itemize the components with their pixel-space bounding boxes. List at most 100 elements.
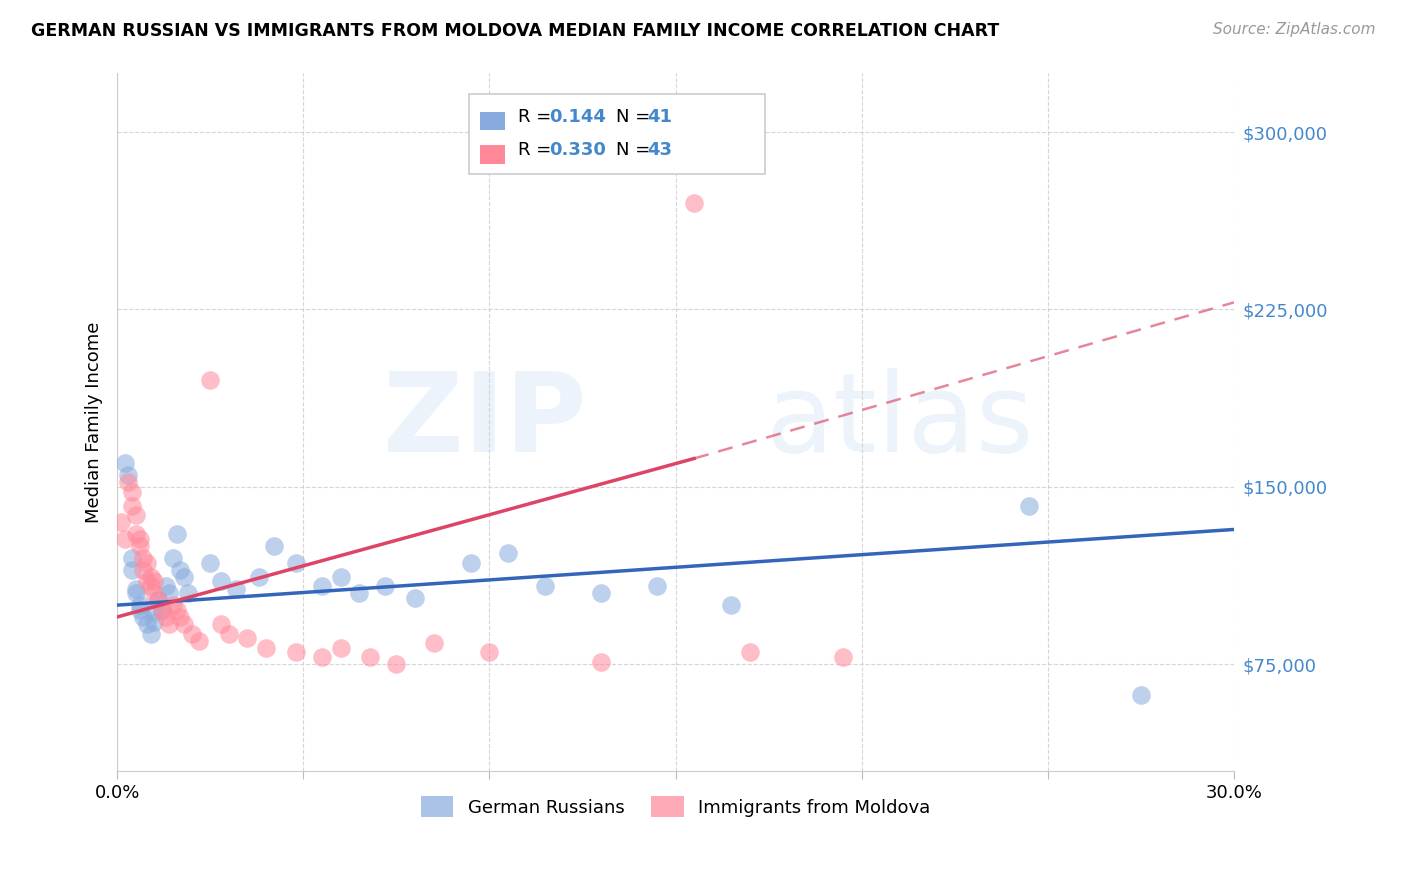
Point bbox=[359, 650, 381, 665]
Point bbox=[117, 468, 139, 483]
Point bbox=[128, 539, 150, 553]
Text: 41: 41 bbox=[648, 108, 672, 126]
Text: Source: ZipAtlas.com: Source: ZipAtlas.com bbox=[1212, 22, 1375, 37]
Point bbox=[146, 593, 169, 607]
Point bbox=[591, 655, 613, 669]
Point bbox=[150, 603, 173, 617]
Point bbox=[180, 626, 202, 640]
Point bbox=[209, 574, 232, 589]
FancyBboxPatch shape bbox=[470, 94, 765, 174]
Point bbox=[738, 645, 761, 659]
Point bbox=[114, 456, 136, 470]
Point bbox=[404, 591, 426, 605]
Point bbox=[169, 610, 191, 624]
Point bbox=[121, 550, 143, 565]
Point bbox=[114, 532, 136, 546]
Point bbox=[132, 563, 155, 577]
Point bbox=[143, 605, 166, 619]
Point bbox=[218, 626, 240, 640]
Point bbox=[720, 598, 742, 612]
Point bbox=[121, 563, 143, 577]
Point bbox=[225, 582, 247, 596]
Point bbox=[422, 636, 444, 650]
Point bbox=[263, 539, 285, 553]
Point bbox=[125, 582, 148, 596]
Point bbox=[128, 532, 150, 546]
Point bbox=[496, 546, 519, 560]
Point bbox=[374, 579, 396, 593]
Point bbox=[121, 484, 143, 499]
Point bbox=[236, 632, 259, 646]
Text: 43: 43 bbox=[648, 141, 672, 160]
Point bbox=[143, 586, 166, 600]
Point bbox=[146, 593, 169, 607]
Point bbox=[143, 574, 166, 589]
Point bbox=[155, 610, 177, 624]
Point bbox=[132, 550, 155, 565]
Point bbox=[460, 556, 482, 570]
Point bbox=[139, 626, 162, 640]
Point bbox=[284, 645, 307, 659]
Point bbox=[136, 617, 159, 632]
Text: R =: R = bbox=[517, 141, 557, 160]
Point bbox=[591, 586, 613, 600]
Point bbox=[478, 645, 501, 659]
Point bbox=[139, 579, 162, 593]
Point bbox=[329, 640, 352, 655]
Point bbox=[645, 579, 668, 593]
Legend: German Russians, Immigrants from Moldova: German Russians, Immigrants from Moldova bbox=[413, 789, 938, 824]
Point bbox=[166, 603, 188, 617]
Text: GERMAN RUSSIAN VS IMMIGRANTS FROM MOLDOVA MEDIAN FAMILY INCOME CORRELATION CHART: GERMAN RUSSIAN VS IMMIGRANTS FROM MOLDOV… bbox=[31, 22, 1000, 40]
Point bbox=[534, 579, 557, 593]
Point bbox=[128, 603, 150, 617]
Point bbox=[157, 586, 180, 600]
Point bbox=[166, 527, 188, 541]
Point bbox=[162, 598, 184, 612]
FancyBboxPatch shape bbox=[479, 112, 505, 130]
Point bbox=[247, 570, 270, 584]
Point bbox=[311, 650, 333, 665]
Y-axis label: Median Family Income: Median Family Income bbox=[86, 321, 103, 523]
Point bbox=[209, 617, 232, 632]
Point bbox=[329, 570, 352, 584]
Point bbox=[136, 574, 159, 589]
Point bbox=[125, 527, 148, 541]
Point bbox=[162, 550, 184, 565]
Point bbox=[173, 617, 195, 632]
Text: 0.144: 0.144 bbox=[550, 108, 606, 126]
Text: R =: R = bbox=[517, 108, 557, 126]
Point bbox=[200, 374, 222, 388]
Point bbox=[177, 586, 200, 600]
Point bbox=[169, 563, 191, 577]
Point bbox=[284, 556, 307, 570]
Point bbox=[200, 556, 222, 570]
Point bbox=[832, 650, 855, 665]
Point bbox=[173, 570, 195, 584]
Point bbox=[1018, 499, 1040, 513]
Point bbox=[139, 570, 162, 584]
Text: N =: N = bbox=[616, 108, 657, 126]
Point bbox=[311, 579, 333, 593]
Text: 0.330: 0.330 bbox=[550, 141, 606, 160]
Point bbox=[125, 586, 148, 600]
Point bbox=[128, 598, 150, 612]
Point bbox=[157, 617, 180, 632]
Text: atlas: atlas bbox=[765, 368, 1033, 475]
Point bbox=[117, 475, 139, 490]
Point bbox=[254, 640, 277, 655]
Point bbox=[150, 603, 173, 617]
Point bbox=[1129, 688, 1152, 702]
Point bbox=[188, 633, 211, 648]
Text: N =: N = bbox=[616, 141, 657, 160]
Point bbox=[385, 657, 408, 672]
Point bbox=[121, 499, 143, 513]
Point bbox=[132, 610, 155, 624]
Point bbox=[155, 579, 177, 593]
Point bbox=[347, 586, 370, 600]
Point bbox=[683, 196, 706, 211]
Point bbox=[110, 516, 132, 530]
Text: ZIP: ZIP bbox=[382, 368, 586, 475]
FancyBboxPatch shape bbox=[479, 145, 505, 164]
Point bbox=[136, 556, 159, 570]
Point bbox=[125, 508, 148, 523]
